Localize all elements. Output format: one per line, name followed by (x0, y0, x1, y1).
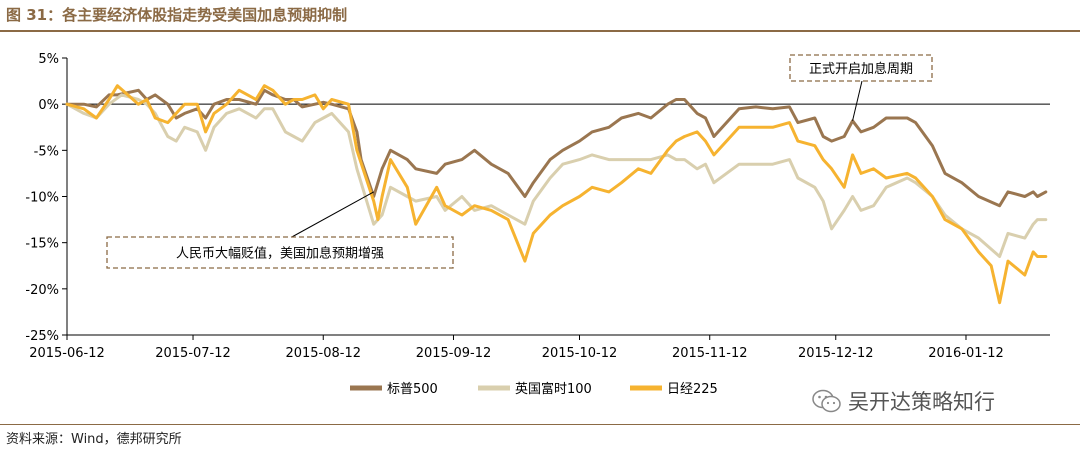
annotation-pointer-1 (852, 80, 863, 121)
x-tick-label: 2015-06-12 (29, 346, 105, 361)
x-tick-label: 2015-08-12 (285, 346, 361, 361)
y-tick-label: -10% (25, 191, 59, 206)
series-line-0 (65, 88, 1048, 208)
source-note: 资料来源：Wind，德邦研究所 (6, 432, 182, 447)
legend-label-1: 英国富时100 (515, 381, 592, 397)
y-tick-label: 0% (38, 98, 59, 113)
x-tick-label: 2016-01-12 (928, 346, 1004, 361)
x-tick-label: 2015-12-12 (798, 346, 874, 361)
annotation-pointer-0 (289, 191, 374, 239)
line-chart: 5% 0% -5% -10% -15% -20% -25% 2015-06-12 2015-07… (25, 52, 1050, 397)
x-tick-label: 2015-09-12 (416, 346, 492, 361)
footer-rule (0, 424, 1080, 425)
wechat-icon (812, 389, 841, 413)
watermark: 吴开达策略知行 (812, 386, 995, 416)
y-tick-label: -5% (34, 144, 59, 159)
title-rule (0, 30, 1080, 32)
x-tick-label: 2015-07-12 (155, 346, 231, 361)
annotation-layer: 人民币大幅贬值，美国加息预期增强 正式开启加息周期 (106, 54, 933, 269)
series-line-2 (65, 84, 1048, 305)
series-line-1 (65, 93, 1048, 258)
watermark-text: 吴开达策略知行 (848, 390, 995, 414)
chart-legend: 标普500 英国富时100 日经225 (350, 381, 718, 397)
x-tick-label: 2015-11-12 (672, 346, 748, 361)
y-tick-label: -15% (25, 237, 59, 252)
y-tick-label: 5% (38, 52, 59, 67)
legend-label-2: 日经225 (667, 382, 718, 397)
chart-axes: 5% 0% -5% -10% -15% -20% -25% 2015-06-12 2015-07… (25, 52, 1050, 361)
annotation-1-box (789, 54, 933, 82)
x-tick-label: 2015-10-12 (542, 346, 618, 361)
annotation-1-text: 正式开启加息周期 (809, 61, 913, 77)
figure-title: 图 31：各主要经济体股指走势受美国加息预期抑制 (6, 6, 348, 24)
annotation-0-box (106, 236, 454, 269)
y-tick-label: -25% (25, 329, 59, 344)
series-layer (65, 84, 1048, 305)
y-tick-label: -20% (25, 283, 59, 298)
legend-label-0: 标普500 (387, 382, 438, 397)
annotation-0-text: 人民币大幅贬值，美国加息预期增强 (176, 246, 384, 262)
